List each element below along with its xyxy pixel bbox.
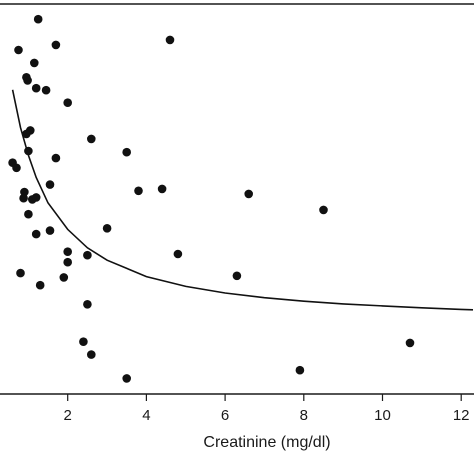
data-point-12 <box>87 134 96 144</box>
x-tick-label-12: 12 <box>453 407 470 424</box>
data-point-8 <box>41 85 51 95</box>
data-point-37 <box>35 280 45 290</box>
data-point-6 <box>23 76 32 85</box>
data-point-23 <box>24 209 33 219</box>
data-point-7 <box>31 83 41 93</box>
data-point-44 <box>122 374 131 383</box>
data-point-35 <box>16 268 25 278</box>
data-point-24 <box>45 226 55 235</box>
data-point-27 <box>134 186 143 196</box>
data-points <box>8 14 415 383</box>
data-point-45 <box>165 35 175 45</box>
data-point-4 <box>30 58 39 68</box>
data-point-30 <box>319 205 328 215</box>
x-tick-label-4: 4 <box>142 407 150 424</box>
x-tick-label-6: 6 <box>221 407 229 424</box>
x-tick-label-10: 10 <box>374 407 391 424</box>
data-point-14 <box>122 147 131 157</box>
data-point-29 <box>244 189 253 199</box>
data-point-38 <box>232 271 242 281</box>
x-axis-title: Creatinine (mg/dl) <box>203 434 330 451</box>
data-point-39 <box>83 300 92 309</box>
data-point-33 <box>83 250 92 260</box>
data-point-31 <box>63 247 72 256</box>
data-point-43 <box>295 365 305 375</box>
x-axis-ticks: 2 4 6 8 10 12 <box>64 394 470 424</box>
x-tick-label-2: 2 <box>64 407 72 424</box>
data-point-40 <box>79 337 88 347</box>
data-point-18 <box>45 180 55 189</box>
data-point-28 <box>157 184 167 194</box>
data-point-26 <box>102 224 112 233</box>
data-point-9 <box>63 98 72 107</box>
data-point-1 <box>33 14 43 24</box>
data-point-42 <box>405 338 415 348</box>
data-point-22 <box>31 193 41 202</box>
data-point-20 <box>19 193 28 203</box>
data-point-16 <box>51 153 61 163</box>
axes <box>0 3 474 395</box>
data-point-2 <box>14 45 23 55</box>
data-point-41 <box>87 350 96 359</box>
fit-curve <box>11 89 474 311</box>
data-point-32 <box>63 257 72 267</box>
data-point-13 <box>24 146 33 156</box>
data-point-34 <box>173 249 183 259</box>
data-point-17 <box>12 163 21 173</box>
data-point-11 <box>22 129 31 139</box>
x-tick-label-8: 8 <box>300 407 308 424</box>
fit-curve-group <box>11 89 474 311</box>
data-point-25 <box>31 229 41 239</box>
data-point-3 <box>51 40 61 50</box>
data-point-36 <box>59 273 69 282</box>
